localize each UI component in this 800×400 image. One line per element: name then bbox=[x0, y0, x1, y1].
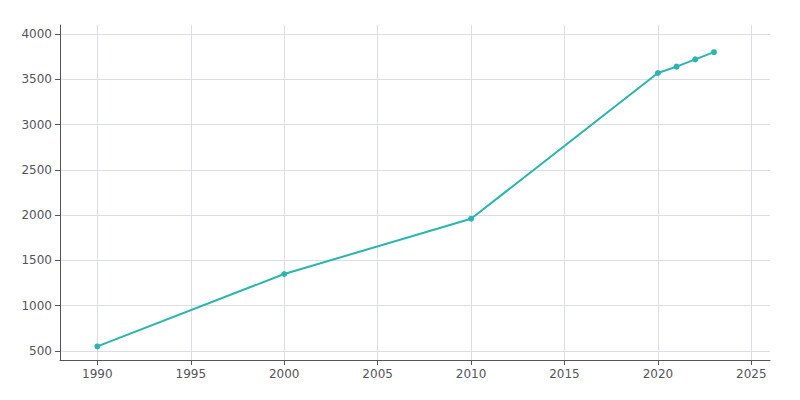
svg-text:2025: 2025 bbox=[736, 367, 767, 381]
svg-text:3000: 3000 bbox=[21, 118, 52, 132]
svg-text:1000: 1000 bbox=[21, 299, 52, 313]
svg-text:2015: 2015 bbox=[549, 367, 580, 381]
svg-text:500: 500 bbox=[29, 344, 52, 358]
svg-text:2005: 2005 bbox=[362, 367, 393, 381]
svg-text:1995: 1995 bbox=[176, 367, 207, 381]
svg-text:2020: 2020 bbox=[643, 367, 674, 381]
svg-text:2500: 2500 bbox=[21, 163, 52, 177]
svg-text:4000: 4000 bbox=[21, 27, 52, 41]
svg-text:2010: 2010 bbox=[456, 367, 487, 381]
svg-text:1500: 1500 bbox=[21, 253, 52, 267]
svg-text:2000: 2000 bbox=[21, 208, 52, 222]
svg-text:2000: 2000 bbox=[269, 367, 300, 381]
svg-text:3500: 3500 bbox=[21, 72, 52, 86]
svg-text:1990: 1990 bbox=[82, 367, 113, 381]
